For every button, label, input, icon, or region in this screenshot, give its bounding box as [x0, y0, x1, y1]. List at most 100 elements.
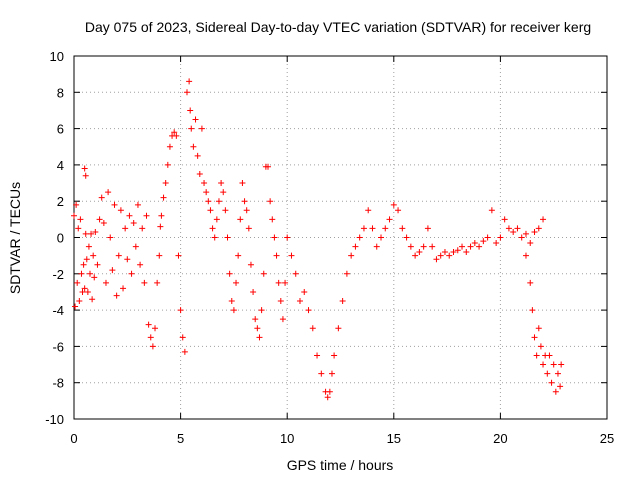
y-tick-label: 8 — [57, 85, 64, 100]
data-point — [171, 129, 178, 136]
data-point — [164, 161, 171, 168]
data-point — [183, 89, 190, 96]
data-point — [522, 230, 529, 237]
data-point — [84, 288, 91, 295]
data-point — [160, 194, 167, 201]
data-point — [540, 361, 547, 368]
data-point — [403, 234, 410, 241]
data-point — [207, 207, 214, 214]
data-point — [450, 249, 457, 256]
data-point — [339, 298, 346, 305]
data-point — [239, 180, 246, 187]
axis-ticks: 0 5 10 15 20 25 -10 -8 -6 -4 -2 0 2 4 6 8 10 — [45, 49, 614, 446]
data-point — [484, 234, 491, 241]
data-point — [488, 207, 495, 214]
data-point — [228, 298, 235, 305]
data-point — [147, 334, 154, 341]
data-point — [88, 230, 95, 237]
data-point — [420, 243, 427, 250]
data-point — [258, 307, 265, 314]
data-point — [75, 225, 82, 232]
data-point — [145, 321, 152, 328]
y-tick-label: -10 — [45, 412, 64, 427]
data-point — [558, 361, 565, 368]
data-point — [134, 201, 141, 208]
data-point — [81, 165, 88, 172]
data-point — [335, 325, 342, 332]
data-point — [265, 163, 272, 170]
y-axis-label: SDTVAR / TECUs — [7, 182, 23, 294]
data-point — [86, 270, 93, 277]
data-point — [533, 352, 540, 359]
data-point — [386, 216, 393, 223]
data-point — [557, 383, 564, 390]
data-point — [282, 279, 289, 286]
x-tick-label: 0 — [70, 431, 77, 446]
data-point — [514, 225, 521, 232]
data-point — [529, 307, 536, 314]
data-point — [89, 296, 96, 303]
data-point — [546, 352, 553, 359]
data-point — [471, 239, 478, 246]
data-point — [143, 212, 150, 219]
data-point — [111, 201, 118, 208]
data-point — [510, 229, 517, 236]
data-point — [250, 288, 257, 295]
data-point — [501, 216, 508, 223]
data-point — [196, 170, 203, 177]
data-point — [98, 194, 105, 201]
data-point — [365, 207, 372, 214]
data-point — [550, 361, 557, 368]
data-point — [190, 143, 197, 150]
data-point — [175, 252, 182, 259]
data-point — [115, 252, 122, 259]
data-point — [220, 189, 227, 196]
data-point — [132, 243, 139, 250]
data-point — [205, 198, 212, 205]
data-point — [76, 298, 83, 305]
data-point — [81, 285, 88, 292]
data-point — [222, 207, 229, 214]
data-point — [157, 223, 164, 230]
data-point — [267, 198, 274, 205]
x-tick-label: 5 — [177, 431, 184, 446]
data-point — [120, 285, 127, 292]
data-point — [552, 388, 559, 395]
data-point — [527, 239, 534, 246]
data-point — [181, 348, 188, 355]
data-point — [284, 234, 291, 241]
data-point — [82, 230, 89, 237]
data-point — [424, 225, 431, 232]
data-point — [454, 247, 461, 254]
data-point — [71, 212, 77, 219]
data-point — [437, 252, 444, 259]
data-point — [139, 225, 146, 232]
data-point — [211, 234, 218, 241]
data-point — [72, 303, 79, 310]
data-point — [535, 325, 542, 332]
data-point — [177, 307, 184, 314]
data-point — [390, 201, 397, 208]
data-point — [433, 256, 440, 263]
data-point — [493, 239, 500, 246]
data-point — [459, 243, 466, 250]
x-axis-label: GPS time / hours — [287, 457, 394, 473]
data-point — [243, 207, 250, 214]
data-point — [271, 234, 278, 241]
data-point — [296, 298, 303, 305]
data-point — [149, 343, 156, 350]
data-point — [188, 125, 195, 132]
data-point — [96, 216, 103, 223]
data-point — [429, 243, 436, 250]
data-point — [186, 78, 193, 85]
data-point — [82, 172, 89, 179]
data-point — [109, 267, 116, 274]
data-point — [126, 212, 133, 219]
data-point — [352, 243, 359, 250]
data-point — [480, 238, 487, 245]
data-point — [356, 234, 363, 241]
data-point — [80, 261, 87, 268]
data-point — [373, 243, 380, 250]
data-point — [187, 107, 194, 114]
